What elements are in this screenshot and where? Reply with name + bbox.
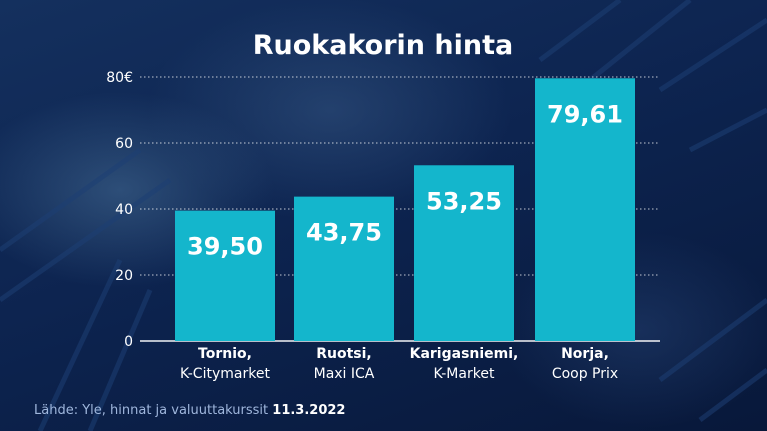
x-axis-labels: Tornio, K-Citymarket Ruotsi, Maxi ICA Kariga… — [180, 346, 618, 382]
bar-0 — [175, 210, 275, 341]
category-label-2-line1: Karigasniemi, — [410, 346, 519, 362]
category-label-0-line1: Tornio, — [198, 346, 252, 362]
value-label-2: 53,25 — [426, 187, 502, 215]
y-tick-label-60: 60 — [115, 136, 133, 152]
category-label-3-line1: Norja, — [561, 346, 609, 362]
bars — [175, 78, 635, 342]
value-label-1: 43,75 — [306, 219, 382, 247]
category-label-3-line2: Coop Prix — [552, 366, 618, 382]
category-label-2-line2: K-Market — [434, 366, 495, 382]
value-label-0: 39,50 — [187, 233, 263, 261]
source-date: 11.3.2022 — [272, 403, 345, 418]
bar-1 — [294, 196, 394, 341]
value-label-3: 79,61 — [547, 100, 623, 128]
y-tick-label-0: 0 — [124, 334, 133, 350]
y-tick-label-20: 20 — [115, 268, 133, 284]
source-prefix: Lähde: Yle, hinnat ja valuuttakurssit — [34, 403, 272, 418]
source-note: Lähde: Yle, hinnat ja valuuttakurssit 11… — [34, 403, 345, 418]
chart-title: Ruokakorin hinta — [253, 30, 514, 61]
bar-3 — [535, 78, 635, 342]
bar-2 — [414, 165, 514, 341]
y-tick-label-80: 80€ — [106, 70, 133, 86]
y-tick-label-40: 40 — [115, 202, 133, 218]
category-label-1-line1: Ruotsi, — [316, 346, 372, 362]
category-label-1-line2: Maxi ICA — [314, 366, 375, 382]
category-label-0-line2: K-Citymarket — [180, 366, 270, 382]
y-axis-ticks: 0 20 40 60 80€ — [106, 70, 133, 350]
value-labels: 39,50 43,75 53,25 79,61 — [187, 100, 623, 260]
